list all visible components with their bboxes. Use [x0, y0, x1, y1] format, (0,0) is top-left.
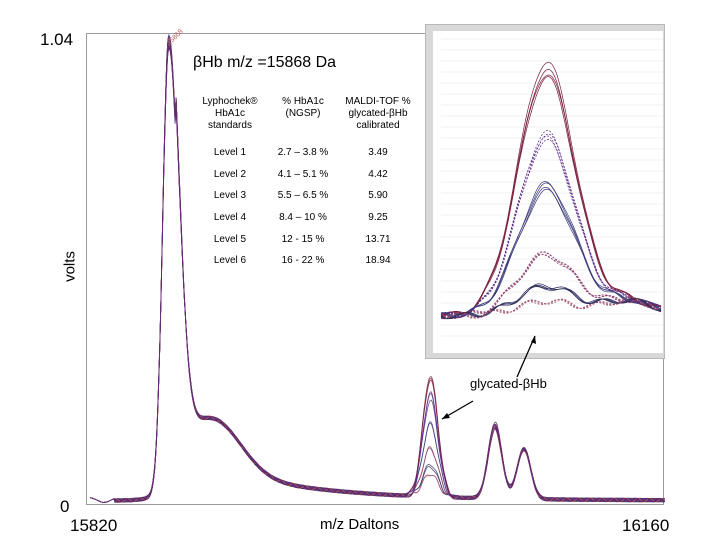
table-row: Level 6 16 - 22 % 18.94	[195, 250, 415, 272]
table-row: Level 4 8.4 – 10 % 9.25	[195, 207, 415, 229]
glycated-annotation: glycated-βHb	[470, 376, 547, 391]
table-cell: 3.49	[368, 147, 388, 159]
inset-spectrum-series	[440, 283, 661, 320]
inset-spectrum-series	[440, 188, 662, 318]
table-row: Level 3 5.5 – 6.5 % 5.90	[195, 185, 415, 207]
glycated-arrow-lower-head	[442, 413, 450, 419]
inset-spectrum-series	[440, 251, 662, 319]
inset-spectrum-svg	[440, 38, 663, 337]
inset-spectrum-series	[440, 133, 662, 317]
inset-spectrum-series	[440, 297, 662, 320]
y-tick-top: 1.04	[40, 30, 74, 49]
table-row: Level 1 2.7 – 3.8 % 3.49	[195, 142, 415, 164]
table-cell: 4.1 – 5.1 %	[277, 168, 329, 180]
table-row: Level 2 4.1 – 5.1 % 4.42	[195, 164, 415, 186]
inset-plot	[433, 31, 663, 353]
table-cell: 13.71	[365, 233, 391, 245]
glycated-arrow-upper	[516, 335, 536, 378]
x-tick-left: 15820	[70, 516, 118, 535]
table-cell: 5.90	[368, 190, 388, 202]
standards-table: Lyphochek® HbA1c standards % HbA1c (NGSP…	[195, 96, 415, 272]
table-cell: Level 1	[213, 147, 247, 159]
spectrum-series	[90, 44, 665, 503]
table-cell: 2.7 – 3.8 %	[277, 147, 329, 159]
x-tick-right: 16160	[622, 516, 670, 535]
table-header-row: Lyphochek® HbA1c standards % HbA1c (NGSP…	[195, 96, 415, 142]
header-standards: Lyphochek® HbA1c standards	[202, 96, 258, 131]
table-cell: Level 3	[213, 190, 247, 202]
table-cell: Level 4	[213, 212, 247, 224]
header-maldi: MALDI-TOF % glycated-βHb calibrated	[345, 96, 411, 131]
y-tick-bottom: 0	[60, 497, 70, 516]
table-cell: 12 - 15 %	[281, 233, 325, 245]
table-row: Level 5 12 - 15 % 13.71	[195, 228, 415, 250]
table-cell: 9.25	[368, 212, 388, 224]
table-cell: 16 - 22 %	[281, 255, 325, 267]
header-ngsp: % HbA1c (NGSP)	[282, 96, 324, 119]
inset-spectrum-series	[440, 61, 662, 318]
main-spectrum-svg	[90, 34, 665, 503]
inset-spectrum-series	[440, 253, 662, 319]
table-cell: Level 5	[213, 233, 247, 245]
peak-annotation: βHb m/z =15868 Da	[193, 54, 337, 71]
table-cell: Level 2	[213, 168, 247, 180]
inset-spectrum-series	[440, 286, 662, 320]
x-axis-label: m/z Daltons	[320, 516, 400, 533]
table-cell: 5.5 – 6.5 %	[277, 190, 329, 202]
table-cell: 8.4 – 10 %	[279, 212, 327, 224]
glycated-arrow-upper-head	[531, 336, 536, 344]
table-cell: 18.94	[365, 255, 391, 267]
table-cell: Level 6	[213, 255, 247, 267]
inset-spectrum-series	[440, 251, 662, 319]
inset-spectrum-series	[440, 297, 662, 320]
table-cell: 4.42	[368, 168, 388, 180]
